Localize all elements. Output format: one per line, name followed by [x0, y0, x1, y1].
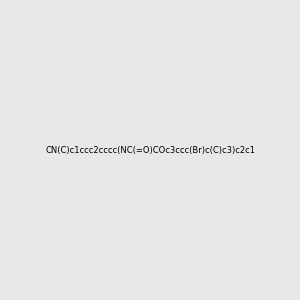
Text: CN(C)c1ccc2cccc(NC(=O)COc3ccc(Br)c(C)c3)c2c1: CN(C)c1ccc2cccc(NC(=O)COc3ccc(Br)c(C)c3)…	[45, 146, 255, 154]
